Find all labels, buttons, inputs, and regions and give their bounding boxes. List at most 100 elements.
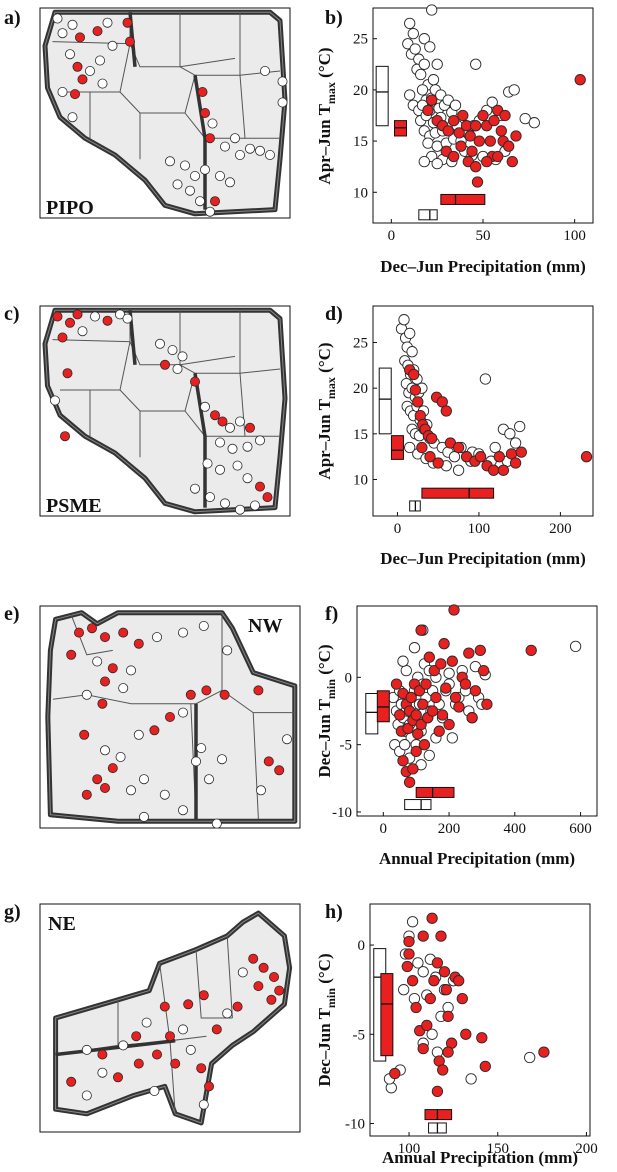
site-marker-open — [214, 464, 225, 475]
site-marker-red — [66, 1076, 77, 1087]
site-marker-red — [211, 1024, 222, 1035]
site-marker-open — [85, 66, 96, 77]
data-point-open — [431, 157, 443, 170]
site-marker-red — [254, 481, 265, 492]
site-marker-open — [211, 818, 222, 829]
data-point-red — [438, 638, 450, 650]
data-point-red — [510, 130, 522, 142]
site-marker-red — [196, 1063, 207, 1074]
state-border — [179, 57, 236, 68]
site-marker-open — [177, 627, 188, 638]
site-marker-open — [177, 805, 188, 816]
data-point-red — [402, 722, 414, 735]
data-point-red — [503, 140, 515, 152]
site-marker-red — [253, 685, 264, 696]
site-marker-red — [57, 332, 68, 343]
data-point-red — [397, 755, 409, 767]
site-marker-open — [159, 789, 170, 800]
site-marker-open — [126, 665, 137, 676]
site-marker-open — [199, 401, 210, 412]
site-marker-red — [262, 492, 273, 503]
site-marker-red — [170, 1058, 181, 1069]
site-marker-open — [254, 145, 265, 156]
data-point-red — [464, 130, 476, 142]
site-marker-red — [209, 410, 220, 421]
site-marker-open — [177, 351, 188, 362]
site-marker-open — [242, 473, 253, 484]
data-point-red — [412, 728, 424, 740]
site-marker-open — [141, 1017, 152, 1028]
data-point-red — [495, 125, 507, 137]
data-point-red — [463, 647, 475, 659]
site-marker-red — [201, 685, 212, 696]
state-border — [140, 66, 196, 114]
site-marker-red — [62, 368, 73, 379]
boxplot-box — [380, 973, 394, 1057]
data-point-open — [449, 99, 462, 111]
site-marker-red — [199, 108, 210, 119]
site-marker-red — [92, 26, 103, 37]
site-marker-open — [177, 707, 188, 718]
data-point-open — [504, 428, 516, 440]
map-label-ne: NE — [48, 913, 76, 935]
site-marker-open — [237, 967, 248, 978]
data-point-open — [569, 640, 582, 653]
site-marker-open — [259, 66, 270, 77]
data-point-red — [457, 109, 469, 122]
data-point-red — [448, 150, 460, 163]
site-marker-open — [229, 133, 240, 144]
site-marker-red — [122, 17, 133, 28]
site-marker-open — [133, 729, 144, 740]
data-point-red — [442, 1046, 454, 1058]
site-marker-open — [97, 1067, 108, 1078]
data-point-open — [446, 732, 458, 744]
data-point-red — [435, 930, 447, 942]
site-marker-red — [113, 1072, 124, 1083]
data-point-open — [417, 966, 429, 978]
data-point-open — [486, 96, 498, 108]
y-axis-title-f: Dec–Jun Tmin (°C) — [315, 644, 338, 777]
site-marker-open — [222, 645, 233, 656]
site-marker-open — [115, 752, 126, 763]
site-marker-red — [268, 972, 279, 983]
data-point-red — [453, 127, 465, 139]
data-point-red — [440, 984, 452, 996]
data-point-red — [479, 1060, 491, 1073]
state-border — [226, 935, 233, 1019]
site-marker-red — [204, 133, 215, 144]
data-point-red — [410, 1001, 422, 1014]
data-point-red — [426, 432, 438, 445]
y-tick-label: 0 — [358, 938, 366, 954]
x-axis-title-h: Annual Precipitation (mm) — [382, 1148, 578, 1167]
site-marker-red — [72, 61, 83, 72]
data-point-open — [524, 1051, 536, 1064]
data-point-red — [409, 384, 422, 396]
site-marker-open — [224, 422, 235, 433]
site-marker-red — [102, 315, 113, 326]
data-point-red — [440, 682, 452, 694]
state-border — [52, 689, 223, 705]
data-point-red — [466, 712, 478, 724]
data-point-red — [471, 176, 484, 188]
site-marker-open — [177, 1024, 188, 1035]
x-tick-label: 100 — [468, 521, 491, 537]
site-marker-open — [219, 141, 230, 152]
site-marker-open — [227, 443, 238, 454]
site-marker-red — [159, 1001, 170, 1012]
site-marker-open — [154, 338, 165, 349]
data-point-red — [488, 114, 500, 127]
data-point-red — [412, 396, 424, 408]
data-point-red — [499, 109, 511, 122]
state-border — [195, 949, 233, 1019]
site-marker-red — [183, 999, 194, 1010]
data-point-open — [424, 41, 436, 53]
data-point-red — [415, 624, 427, 636]
site-marker-red — [65, 317, 76, 328]
site-marker-red — [92, 774, 103, 785]
data-point-red — [455, 140, 467, 152]
y-tick-label: 25 — [353, 336, 368, 352]
site-marker-open — [234, 504, 245, 515]
x-tick-label: 150 — [486, 1141, 509, 1157]
data-point-red — [442, 125, 454, 137]
site-marker-open — [149, 1086, 160, 1097]
